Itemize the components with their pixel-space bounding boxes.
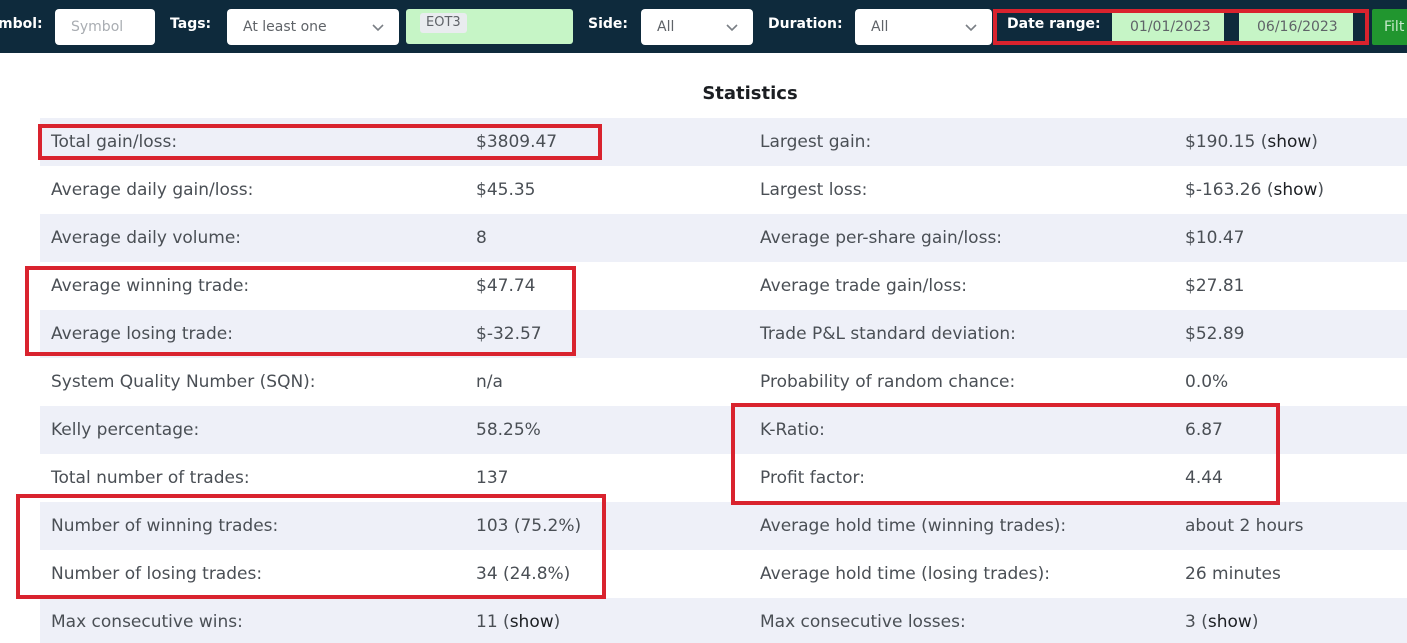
- stat-row: Average daily gain/loss: $45.35 Largest …: [40, 166, 1407, 214]
- symbol-input[interactable]: Symbol: [55, 9, 155, 45]
- stat-value: n/a: [476, 372, 503, 392]
- stat-value: 58.25%: [476, 420, 541, 440]
- chevron-down-icon: [371, 20, 385, 34]
- stat-value: $-32.57: [476, 324, 542, 344]
- filter-bar: mbol: Symbol Tags: At least one EOT3 Sid…: [0, 0, 1407, 53]
- stat-label: Average per-share gain/loss:: [760, 228, 1003, 248]
- stat-row: Average daily volume: 8 Average per-shar…: [40, 214, 1407, 262]
- stat-label: Number of losing trades:: [51, 564, 263, 584]
- show-largest-gain-link[interactable]: show: [1267, 132, 1312, 152]
- date-start-input[interactable]: 01/01/2023: [1112, 12, 1224, 42]
- duration-label: Duration:: [768, 16, 843, 32]
- tags-input[interactable]: EOT3: [406, 9, 573, 44]
- stat-value-text: 3: [1185, 612, 1196, 632]
- stat-value: 6.87: [1185, 420, 1223, 440]
- stat-label: Trade P&L standard deviation:: [760, 324, 1016, 344]
- stat-row: Kelly percentage: 58.25% K-Ratio: 6.87: [40, 406, 1407, 454]
- stat-label: Total gain/loss:: [51, 132, 178, 152]
- stat-label: Largest loss:: [760, 180, 868, 200]
- stat-value: $27.81: [1185, 276, 1245, 296]
- stat-value-text: 11: [476, 612, 498, 632]
- stat-row: Total number of trades: 137 Profit facto…: [40, 454, 1407, 502]
- stat-value-text: $-163.26: [1185, 180, 1262, 200]
- date-end-input[interactable]: 06/16/2023: [1239, 12, 1353, 42]
- stat-label: Average hold time (losing trades):: [760, 564, 1050, 584]
- stat-value: 0.0%: [1185, 372, 1229, 392]
- chevron-down-icon: [725, 20, 739, 34]
- stat-value: 4.44: [1185, 468, 1223, 488]
- stat-row: Total gain/loss: $3809.47 Largest gain: …: [40, 118, 1407, 166]
- filter-button[interactable]: Filt: [1372, 9, 1407, 45]
- stat-value: 3 (show): [1185, 612, 1259, 632]
- duration-select[interactable]: All: [855, 9, 992, 45]
- stat-value: $52.89: [1185, 324, 1245, 344]
- date-range-label: Date range:: [1007, 16, 1101, 32]
- stat-label: Average trade gain/loss:: [760, 276, 967, 296]
- stat-label: Average daily gain/loss:: [51, 180, 254, 200]
- side-label: Side:: [588, 16, 628, 32]
- stat-value-text: $190.15: [1185, 132, 1256, 152]
- stat-value: 137: [476, 468, 509, 488]
- symbol-label: mbol:: [0, 16, 43, 32]
- side-select[interactable]: All: [641, 9, 753, 45]
- stat-label: Average hold time (winning trades):: [760, 516, 1067, 536]
- duration-value: All: [871, 19, 889, 35]
- tags-mode-select[interactable]: At least one: [227, 9, 399, 45]
- chevron-down-icon: [964, 20, 978, 34]
- side-value: All: [657, 19, 675, 35]
- stat-value: 103 (75.2%): [476, 516, 582, 536]
- stat-value: $190.15 (show): [1185, 132, 1318, 152]
- tags-label: Tags:: [170, 16, 212, 32]
- stat-value: $10.47: [1185, 228, 1245, 248]
- show-largest-loss-link[interactable]: show: [1273, 180, 1318, 200]
- stat-value: 11 (show): [476, 612, 561, 632]
- stat-label: Total number of trades:: [51, 468, 250, 488]
- stat-value: 26 minutes: [1185, 564, 1281, 584]
- statistics-table: Total gain/loss: $3809.47 Largest gain: …: [40, 118, 1407, 643]
- stat-value: about 2 hours: [1185, 516, 1304, 536]
- stat-label: Max consecutive losses:: [760, 612, 966, 632]
- stat-label: Largest gain:: [760, 132, 872, 152]
- stat-value: $47.74: [476, 276, 536, 296]
- stat-label: Number of winning trades:: [51, 516, 279, 536]
- stat-row: Number of losing trades: 34 (24.8%) Aver…: [40, 550, 1407, 598]
- stat-row: System Quality Number (SQN): n/a Probabi…: [40, 358, 1407, 406]
- stat-label: Profit factor:: [760, 468, 865, 488]
- stat-label: Probability of random chance:: [760, 372, 1016, 392]
- stat-label: Average winning trade:: [51, 276, 250, 296]
- stat-row: Max consecutive wins: 11 (show) Max cons…: [40, 598, 1407, 643]
- stat-label: Kelly percentage:: [51, 420, 200, 440]
- stat-value: $-163.26 (show): [1185, 180, 1325, 200]
- tag-chip[interactable]: EOT3: [420, 13, 467, 33]
- show-max-wins-link[interactable]: show: [509, 612, 554, 632]
- stat-value: 34 (24.8%): [476, 564, 571, 584]
- statistics-title: Statistics: [702, 83, 798, 104]
- stat-label: Max consecutive wins:: [51, 612, 243, 632]
- tags-mode-value: At least one: [243, 19, 327, 35]
- stat-label: Average daily volume:: [51, 228, 242, 248]
- stat-label: K-Ratio:: [760, 420, 825, 440]
- stat-value: 8: [476, 228, 487, 248]
- stat-label: Average losing trade:: [51, 324, 233, 344]
- date-range-highlight: [993, 9, 1369, 45]
- stat-row: Average losing trade: $-32.57 Trade P&L …: [40, 310, 1407, 358]
- stat-value: $45.35: [476, 180, 536, 200]
- stat-row: Average winning trade: $47.74 Average tr…: [40, 262, 1407, 310]
- show-max-losses-link[interactable]: show: [1207, 612, 1252, 632]
- stat-value: $3809.47: [476, 132, 558, 152]
- stat-row: Number of winning trades: 103 (75.2%) Av…: [40, 502, 1407, 550]
- stat-label: System Quality Number (SQN):: [51, 372, 316, 392]
